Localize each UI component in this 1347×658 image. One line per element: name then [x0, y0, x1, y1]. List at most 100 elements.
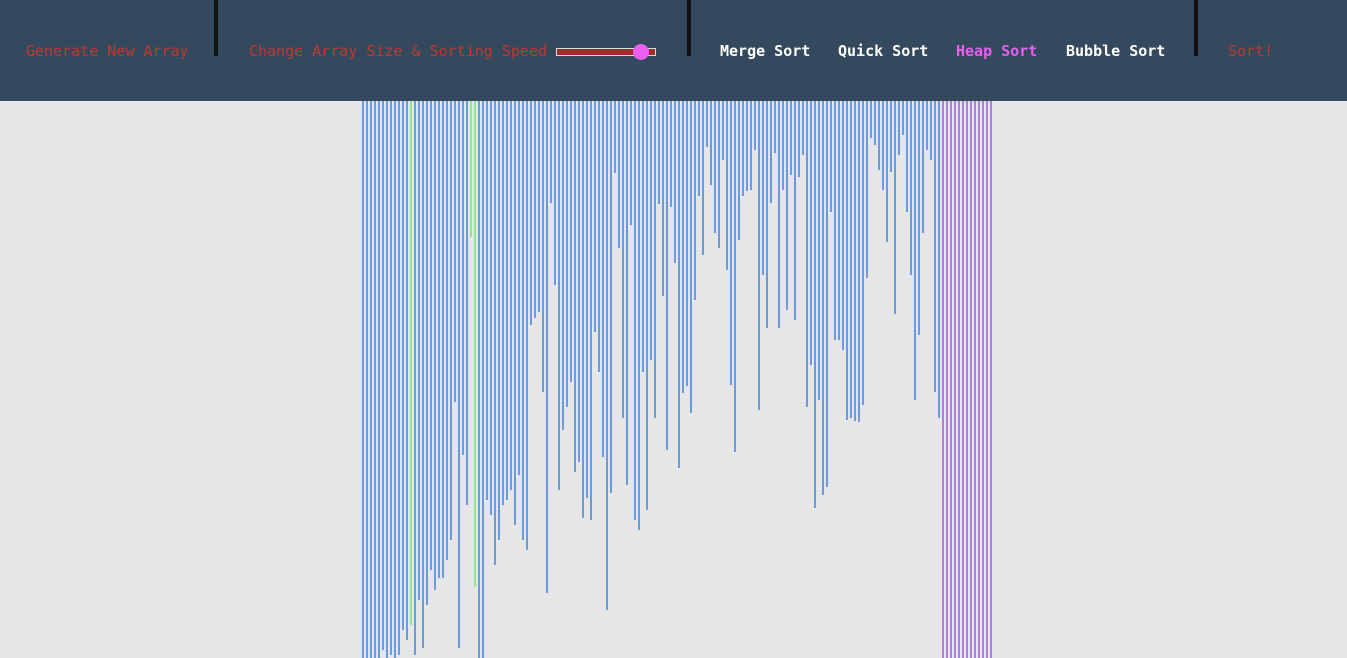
array-bar [974, 101, 976, 658]
array-bar [658, 101, 660, 204]
array-bar [602, 101, 604, 457]
array-bar [430, 101, 432, 570]
array-bar [826, 101, 828, 487]
array-bar [438, 101, 440, 578]
array-bar [646, 101, 648, 510]
array-bar [842, 101, 844, 350]
array-bar [494, 101, 496, 565]
array-bar [366, 101, 368, 658]
array-bar [490, 101, 492, 515]
array-bar [846, 101, 848, 420]
array-bar [534, 101, 536, 318]
separator [1194, 0, 1198, 56]
array-bar [526, 101, 528, 550]
array-bar [886, 101, 888, 242]
separator [687, 0, 691, 56]
array-bar [738, 101, 740, 240]
array-bar [506, 101, 508, 500]
array-bar [850, 101, 852, 418]
array-bar [398, 101, 400, 655]
array-bar [966, 101, 968, 658]
array-bar [970, 101, 972, 658]
array-bar [730, 101, 732, 385]
array-bar [542, 101, 544, 392]
array-bar [462, 101, 464, 455]
array-bar [590, 101, 592, 520]
array-bar [370, 101, 372, 658]
array-bar [766, 101, 768, 328]
size-speed-slider[interactable] [556, 48, 656, 56]
array-bar [582, 101, 584, 518]
array-bar [946, 101, 948, 658]
array-bar [770, 101, 772, 203]
array-bar [594, 101, 596, 332]
array-bar [390, 101, 392, 655]
array-bar [558, 101, 560, 490]
array-bar [586, 101, 588, 498]
array-bar [914, 101, 916, 400]
array-bar [802, 101, 804, 155]
array-bar [510, 101, 512, 490]
array-bar [382, 101, 384, 650]
algorithm-button[interactable]: Merge Sort [720, 42, 811, 60]
array-bar [790, 101, 792, 175]
array-bars [0, 101, 1347, 658]
generate-button[interactable]: Generate New Array [26, 42, 189, 60]
array-bar [674, 101, 676, 263]
array-bar [814, 101, 816, 508]
array-bar [378, 101, 380, 658]
array-bar [774, 101, 776, 153]
array-bar [518, 101, 520, 475]
array-bar [878, 101, 880, 170]
array-bar [566, 101, 568, 407]
array-bar [930, 101, 932, 160]
array-bar [618, 101, 620, 248]
array-bar [862, 101, 864, 405]
array-bar [762, 101, 764, 275]
array-bar [870, 101, 872, 138]
array-bar [374, 101, 376, 658]
array-bar [778, 101, 780, 328]
array-bar [882, 101, 884, 190]
array-bar [530, 101, 532, 325]
array-bar [810, 101, 812, 365]
array-bar [678, 101, 680, 468]
array-bar [598, 101, 600, 372]
array-bar [574, 101, 576, 472]
array-bar [686, 101, 688, 386]
sort-button[interactable]: Sort! [1228, 42, 1274, 60]
array-bar [402, 101, 404, 630]
slider-thumb[interactable] [633, 44, 649, 60]
array-bar [986, 101, 988, 658]
array-bar [934, 101, 936, 392]
array-bar [958, 101, 960, 658]
array-bar [550, 101, 552, 203]
array-bar [610, 101, 612, 493]
array-bar [546, 101, 548, 593]
array-bar [722, 101, 724, 160]
algorithm-button[interactable]: Bubble Sort [1066, 42, 1166, 60]
array-bar [606, 101, 608, 610]
array-bar [858, 101, 860, 422]
array-bar [822, 101, 824, 495]
array-bar [742, 101, 744, 196]
array-bar [654, 101, 656, 418]
array-bar [670, 101, 672, 207]
array-bar [422, 101, 424, 648]
array-bar [786, 101, 788, 310]
array-bar [794, 101, 796, 320]
array-bar [522, 101, 524, 540]
algorithm-button[interactable]: Heap Sort [956, 42, 1038, 60]
array-bar [750, 101, 752, 190]
array-bar [834, 101, 836, 340]
array-bar [698, 101, 700, 196]
array-bar [714, 101, 716, 233]
array-bar [710, 101, 712, 185]
array-bar [894, 101, 896, 314]
array-bar [486, 101, 488, 500]
array-bar [414, 101, 416, 655]
array-bar [702, 101, 704, 255]
array-bar [874, 101, 876, 145]
algorithm-button[interactable]: Quick Sort [838, 42, 929, 60]
